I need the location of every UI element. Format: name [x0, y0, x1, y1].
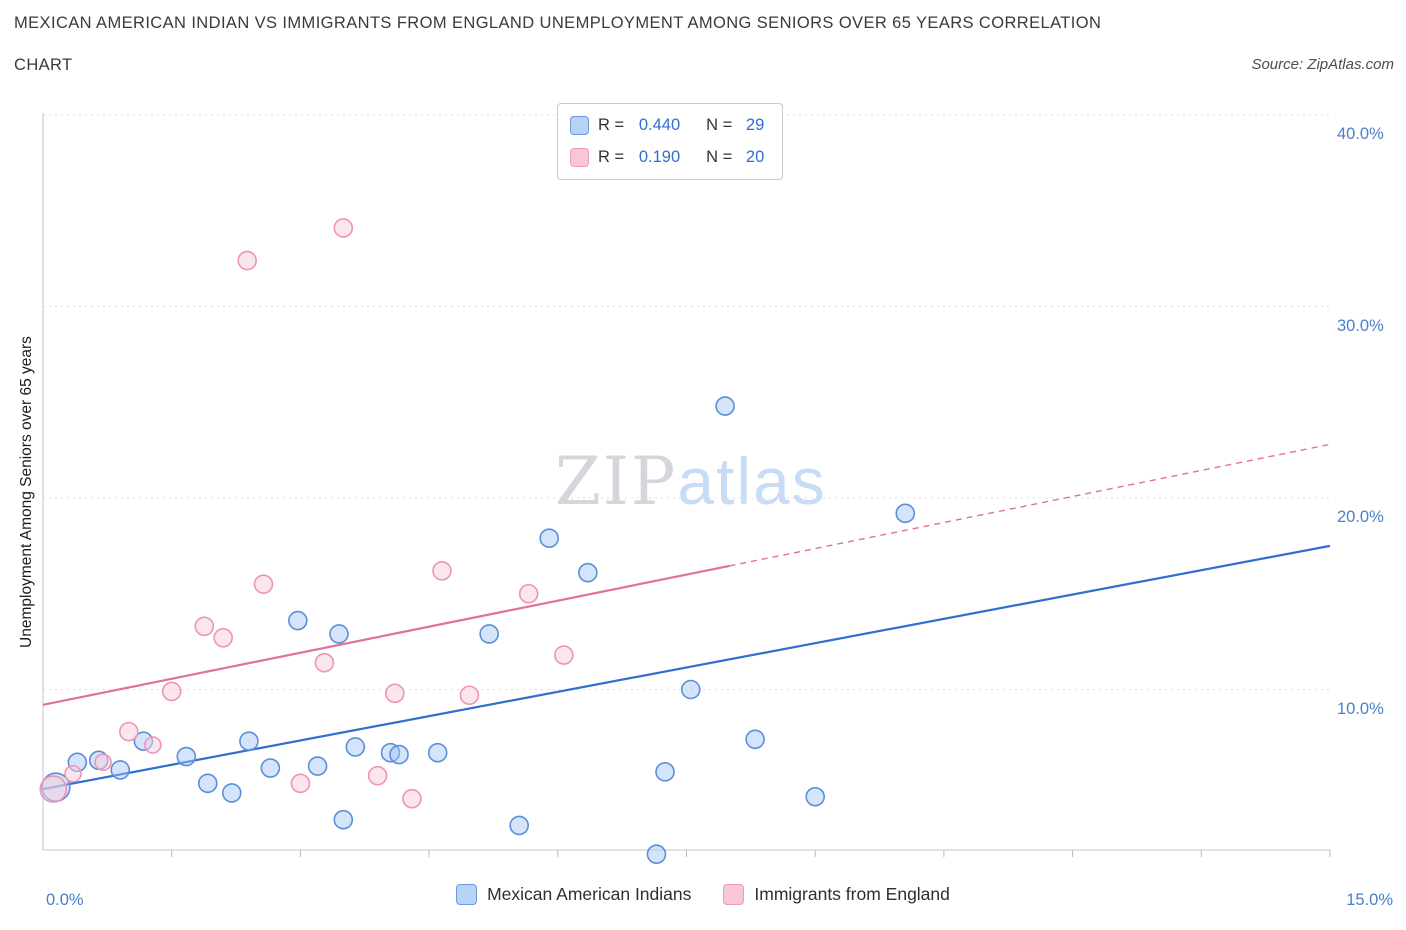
scatter-point-pink — [213, 627, 233, 648]
scatter-point-blue — [509, 815, 529, 836]
scatter-point-blue — [239, 731, 259, 752]
scatter-point-pink — [432, 560, 452, 581]
watermark-atlas: atlas — [677, 444, 827, 518]
scatter-point-pink — [518, 583, 539, 604]
n-label-pink: N = — [706, 148, 733, 166]
scatter-point-blue — [745, 729, 765, 750]
r-value-pink: 0.190 — [638, 148, 681, 166]
r-value-blue: 0.440 — [638, 116, 681, 134]
scatter-point-pink — [384, 683, 405, 704]
scatter-point-pink — [119, 721, 139, 742]
bottom-legend: Mexican American Indians Immigrants from… — [0, 884, 1406, 905]
scatter-point-pink — [402, 788, 422, 809]
x-tick-label-max: 15.0% — [1346, 891, 1393, 909]
scatter-point-blue — [345, 737, 366, 757]
scatter-point-blue — [895, 503, 916, 524]
scatter-point-blue — [333, 809, 354, 830]
scatter-point-pink — [290, 773, 311, 794]
page-title-line2: CHART — [14, 56, 73, 74]
n-value-pink: 20 — [745, 148, 765, 166]
scatter-point-pink — [94, 753, 112, 772]
chart-svg — [39, 113, 1331, 864]
scatter-point-blue — [110, 760, 131, 780]
pink-series-swatch — [723, 884, 745, 905]
scatter-point-blue — [805, 786, 826, 807]
trend-line-pink — [42, 564, 730, 706]
scatter-point-blue — [578, 562, 598, 583]
scatter-point-blue — [288, 610, 308, 631]
legend-swatch-blue — [570, 116, 589, 135]
scatter-point-pink — [333, 218, 354, 238]
bottom-legend-item-pink: Immigrants from England — [723, 884, 950, 905]
source-label: Source: ZipAtlas.com — [1251, 56, 1394, 73]
y-axis-label: Unemployment Among Seniors over 65 years — [18, 336, 35, 648]
scatter-point-blue — [646, 844, 667, 864]
y-tick-label: 10.0% — [1337, 699, 1384, 718]
scatter-point-blue — [427, 742, 448, 763]
scatter-point-blue — [197, 773, 218, 794]
scatter-point-blue — [307, 756, 328, 776]
scatter-point-pink — [237, 250, 258, 271]
scatter-point-pink — [253, 574, 274, 594]
y-tick-label: 20.0% — [1337, 508, 1384, 526]
scatter-point-blue — [221, 783, 242, 803]
chart-area: ZIPatlas — [39, 113, 1343, 873]
scatter-point-pink — [554, 645, 574, 665]
bottom-legend-item-blue: Mexican American Indians — [456, 884, 691, 905]
scatter-point-pink — [161, 681, 182, 702]
y-tick-label: 40.0% — [1337, 125, 1384, 143]
legend-row-pink: R = 0.190 N = 20 — [570, 144, 764, 171]
legend-row-blue: R = 0.440 N = 29 — [570, 112, 764, 139]
trend-line-dashed-pink — [729, 443, 1331, 567]
scatter-point-blue — [329, 624, 349, 644]
scatter-point-blue — [655, 762, 675, 782]
bottom-legend-label-pink: Immigrants from England — [754, 884, 950, 904]
scatter-point-blue — [389, 744, 409, 765]
scatter-point-blue — [176, 746, 197, 767]
scatter-point-pink — [194, 616, 215, 637]
watermark: ZIPatlas — [555, 443, 827, 520]
r-label-pink: R = — [598, 148, 625, 166]
scatter-point-pink — [64, 764, 82, 783]
scatter-point-pink — [39, 775, 68, 803]
scatter-point-pink — [459, 685, 480, 706]
bottom-legend-label-blue: Mexican American Indians — [487, 884, 692, 904]
scatter-point-blue — [260, 758, 281, 778]
scatter-point-blue — [680, 679, 701, 700]
scatter-point-blue — [539, 528, 560, 549]
scatter-point-pink — [367, 765, 388, 786]
scatter-point-pink — [144, 736, 162, 754]
correlation-legend: R = 0.440 N = 29 R = 0.190 N = 20 — [557, 103, 784, 180]
scatter-point-pink — [314, 652, 335, 673]
n-label-blue: N = — [706, 116, 733, 134]
x-tick-label-min: 0.0% — [46, 891, 84, 909]
r-label-blue: R = — [598, 116, 625, 134]
page-title: MEXICAN AMERICAN INDIAN VS IMMIGRANTS FR… — [14, 14, 1102, 32]
scatter-point-blue — [715, 396, 735, 416]
trend-line-blue — [42, 544, 1331, 791]
legend-swatch-pink — [570, 148, 589, 167]
y-tick-label: 30.0% — [1337, 316, 1384, 335]
scatter-point-blue — [479, 624, 499, 644]
blue-series-swatch — [456, 884, 478, 905]
watermark-zip: ZIP — [555, 443, 678, 520]
n-value-blue: 29 — [745, 116, 765, 134]
